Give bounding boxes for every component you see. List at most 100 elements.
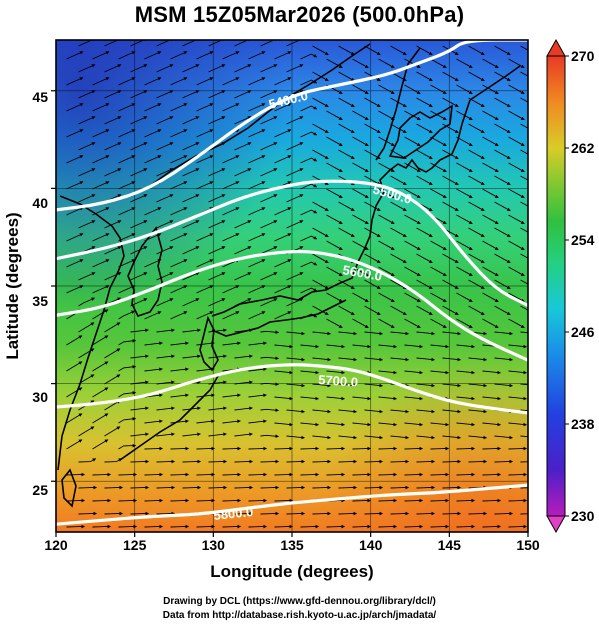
wind-streamline — [286, 220, 304, 229]
wind-streamline — [196, 155, 214, 164]
wind-streamline — [66, 524, 86, 529]
wind-streamline — [208, 432, 227, 437]
wind-streamline — [494, 435, 513, 440]
wind-streamline — [222, 524, 242, 529]
wind-streamline — [326, 396, 345, 401]
wind-streamline — [430, 446, 450, 451]
wind-streamline — [364, 97, 381, 108]
colorbar-tick-label: 254 — [571, 232, 595, 248]
wind-streamline — [456, 240, 473, 251]
wind-streamline — [274, 446, 294, 451]
wind-streamline — [104, 374, 121, 385]
x-axis-label: Longitude (degrees) — [210, 562, 373, 581]
wind-streamline — [170, 233, 188, 242]
y-axis: 25 30 35 40 45 — [32, 89, 48, 498]
wind-streamline — [78, 40, 96, 47]
colorbar-scale — [546, 55, 566, 517]
wind-streamline — [182, 168, 200, 177]
wind-streamline — [66, 233, 84, 242]
wind-streamline — [468, 253, 485, 264]
wind-streamline — [104, 64, 122, 73]
wind-streamline — [182, 246, 200, 255]
wind-streamline — [482, 292, 499, 303]
contour-line-5400 — [56, 40, 528, 212]
japan-southern-coast — [211, 299, 347, 337]
wind-streamline — [352, 498, 372, 503]
wind-streamline — [352, 422, 371, 427]
wind-streamline — [338, 331, 357, 336]
wind-streamline — [274, 285, 292, 294]
wind-streamline — [364, 253, 381, 264]
wind-streamline — [248, 155, 266, 164]
wind-streamline — [482, 58, 499, 69]
wind-streamline — [260, 356, 279, 360]
colorbar-tick-label: 262 — [571, 140, 595, 156]
wind-streamline — [156, 142, 174, 151]
wind-streamline — [104, 272, 122, 281]
wind-streamline — [222, 393, 241, 398]
wind-streamline — [170, 77, 188, 86]
wind-streamline — [404, 396, 423, 401]
wind-streamline — [234, 406, 253, 411]
wind-streamline — [144, 341, 163, 346]
wind-streamline — [156, 64, 174, 73]
wind-streamline — [78, 90, 96, 99]
wind-streamline — [430, 84, 447, 95]
wind-streamline — [92, 524, 112, 529]
wind-streamline — [404, 292, 421, 303]
wind-streamline — [156, 168, 174, 177]
wind-streamline — [326, 214, 343, 225]
wind-streamline — [170, 341, 189, 346]
wind-streamline — [300, 209, 318, 216]
wind-streamline — [456, 344, 475, 349]
wind-streamline — [312, 227, 329, 238]
wind-streamline — [468, 435, 487, 440]
wind-streamline — [248, 51, 266, 60]
wind-streamline — [66, 387, 83, 398]
wind-streamline — [482, 188, 499, 199]
wind-streamline — [66, 155, 84, 164]
wind-streamline — [274, 472, 294, 477]
wind-streamline — [234, 40, 252, 47]
wind-streamline — [378, 292, 395, 303]
wind-streamline — [508, 162, 525, 173]
wind-streamline — [170, 393, 189, 398]
wind-streamline — [78, 485, 98, 490]
wind-streamline — [66, 439, 83, 450]
wind-streamline — [390, 511, 410, 516]
wind-streamline — [104, 168, 122, 177]
wind-streamline — [508, 188, 525, 199]
wind-streamline — [208, 298, 226, 307]
wind-streamline — [520, 123, 528, 129]
wind-streamline — [364, 459, 384, 464]
contour-line-5700 — [56, 363, 528, 415]
wind-streamline — [144, 207, 162, 216]
wind-streamline — [118, 207, 136, 216]
wind-streamline — [92, 472, 112, 477]
wind-streamline — [338, 305, 355, 316]
wind-streamline — [234, 220, 252, 229]
wind-streamline — [286, 168, 304, 177]
colorbar-tick-label: 230 — [571, 508, 595, 524]
wind-streamline — [156, 116, 174, 125]
wind-streamline — [156, 354, 175, 359]
wind-streamline — [378, 446, 398, 451]
y-tick-label: 25 — [32, 482, 48, 498]
wind-streamline — [196, 419, 215, 424]
wind-streamline — [520, 149, 528, 155]
wind-streamline — [78, 348, 95, 359]
wind-streamline — [104, 348, 121, 359]
wind-streamline — [196, 103, 214, 112]
wind-streamline — [352, 292, 369, 303]
wind-streamline — [144, 524, 164, 529]
wind-streamline — [118, 310, 136, 320]
wind-streamline — [222, 498, 242, 503]
wind-streamline — [170, 446, 190, 451]
wind-streamline — [326, 524, 346, 529]
wind-streamline — [118, 391, 137, 398]
wind-streamline — [234, 116, 252, 125]
wind-streamline — [300, 183, 318, 190]
wind-streamline — [456, 446, 476, 451]
wind-streamline — [494, 383, 513, 388]
